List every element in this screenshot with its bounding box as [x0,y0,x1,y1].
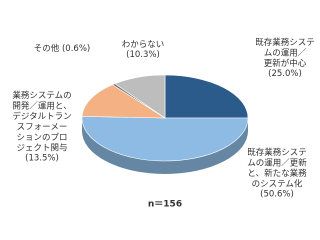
value-label: (25.0%) [268,69,302,79]
value-label: (13.5%) [25,154,59,164]
slice [114,74,166,119]
slice [81,84,167,119]
slice-side [82,118,248,174]
slice-label: その他 (0.6%) [34,43,90,54]
category-label: その他 [34,43,60,54]
value-label: (0.6%) [62,44,90,54]
category-label: 業務システムの開発／運用と、デジタルトランスフォーメーションのプロジェクト関与 [12,90,71,154]
category-label: 既存業務システムの運用／更新と、新たな業務のシステム化 [247,147,307,190]
slice [81,116,249,162]
category-label: わからない [122,40,165,50]
slice [164,74,249,119]
sample-size: n＝156 [148,200,182,210]
pie [81,74,249,174]
category-label: 既存業務システムの運用／更新が中心 [255,37,315,69]
value-label: (10.3%) [126,50,160,60]
value-label: (50.6%) [260,190,294,200]
